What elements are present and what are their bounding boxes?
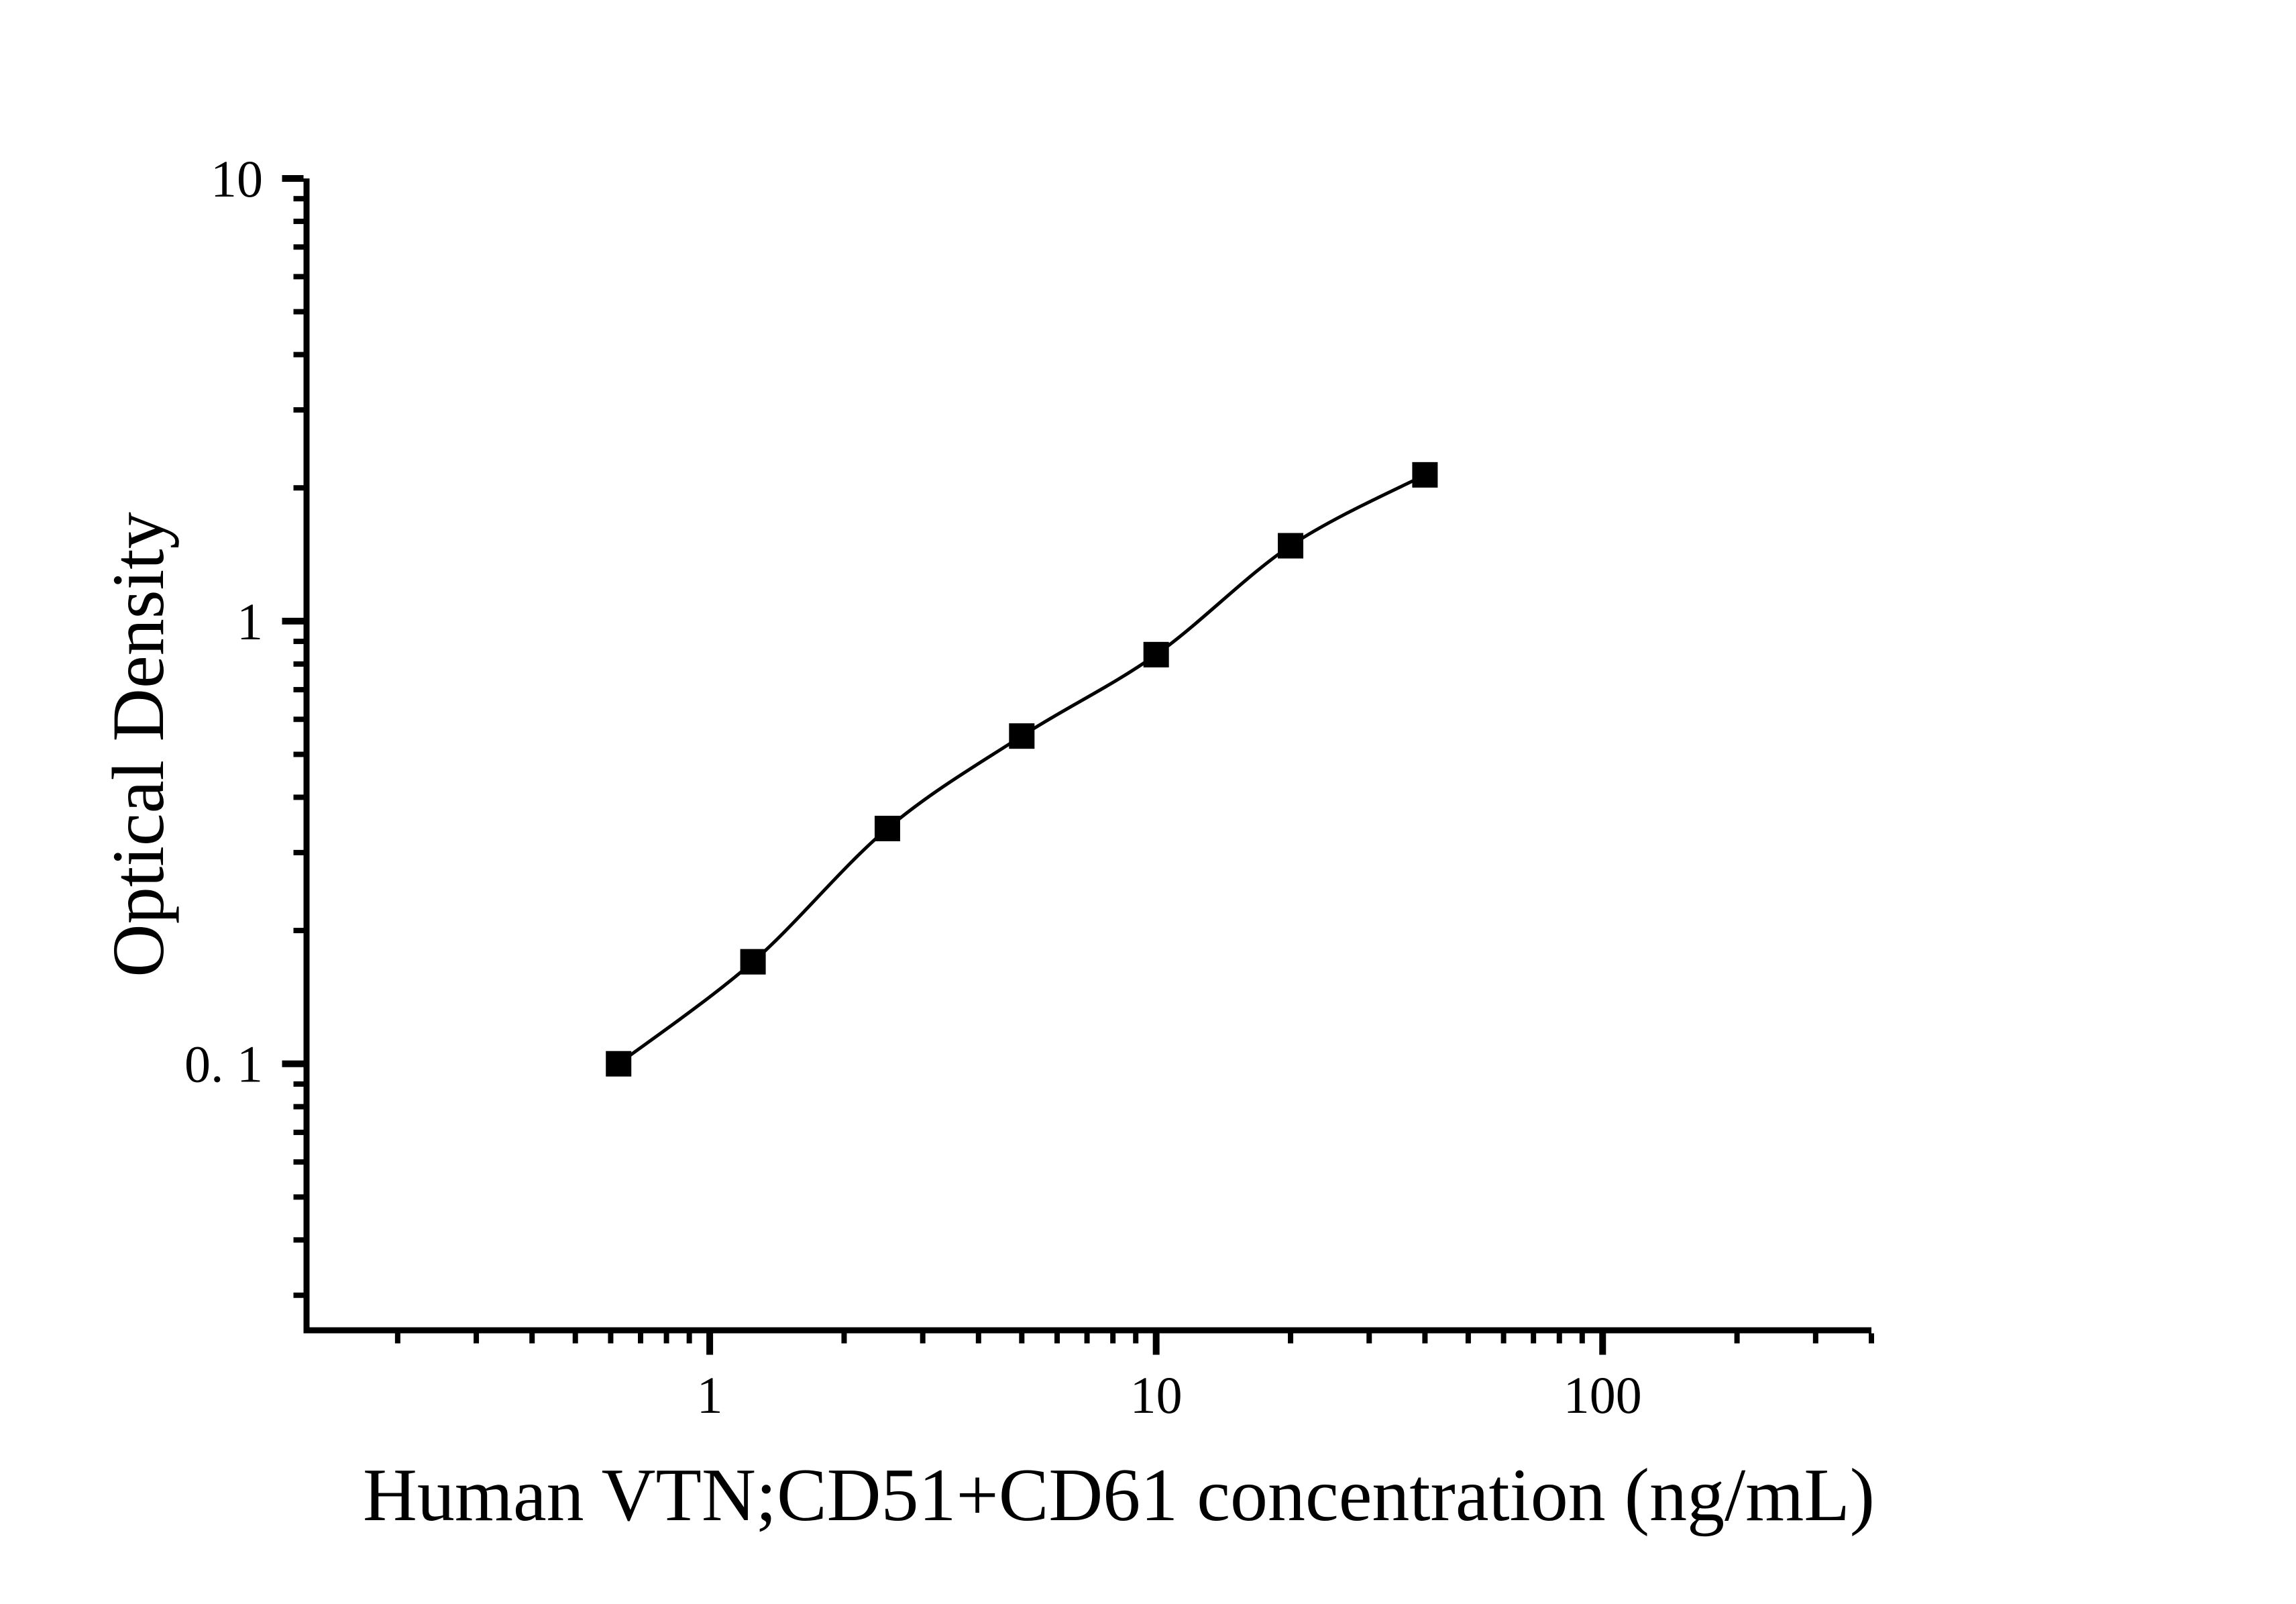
data-point-marker: [1009, 723, 1035, 749]
data-point-marker: [1143, 641, 1169, 667]
x-tick-label: 10: [1130, 1366, 1183, 1424]
y-tick-label: 10: [211, 150, 263, 208]
x-tick-label: 1: [697, 1366, 723, 1424]
data-point-marker: [740, 949, 766, 975]
series-layer: [606, 462, 1438, 1077]
data-point-marker: [1278, 533, 1304, 559]
ticks-layer: [282, 175, 1874, 1355]
y-tick-label: 0. 1: [184, 1035, 263, 1093]
data-point-marker: [1412, 462, 1438, 488]
fit-curve: [617, 473, 1426, 1065]
y-tick-label: 1: [237, 592, 263, 651]
tick-labels-layer: 1 10 100 0. 1 1 10: [184, 150, 1642, 1424]
x-tick-label: 100: [1564, 1366, 1642, 1424]
axes-layer: [303, 178, 1871, 1334]
data-point-marker: [606, 1051, 632, 1077]
y-axis-title: Optical Density: [97, 512, 179, 977]
data-point-marker: [874, 816, 900, 842]
x-axis-title: Human VTN;CD51+CD61 concentration (ng/mL…: [363, 1454, 1875, 1537]
